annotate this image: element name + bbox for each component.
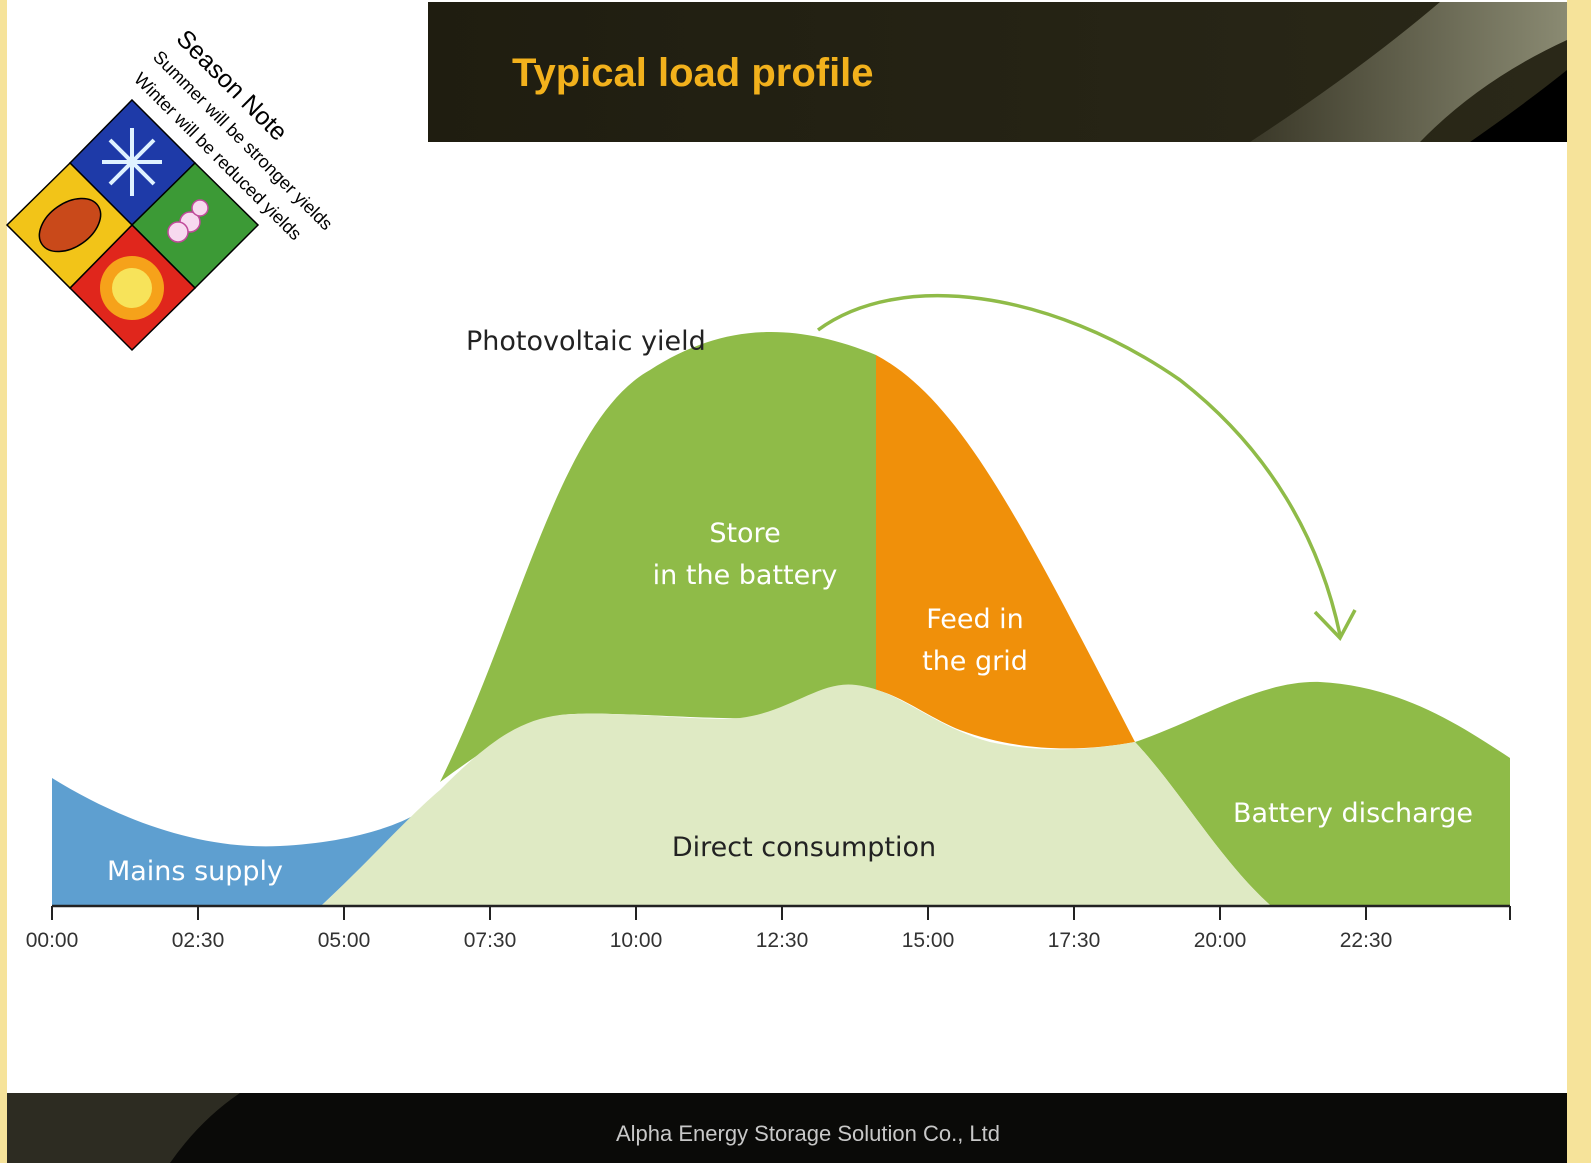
feed-label: the grid xyxy=(922,646,1028,677)
page: {"header": {"title": "Typical load profi… xyxy=(0,0,1591,1163)
pv-label: Photovoltaic yield xyxy=(466,326,706,357)
tick-label: 22:30 xyxy=(1340,929,1393,952)
tick-label: 17:30 xyxy=(1048,929,1101,952)
store-label: Store xyxy=(709,518,780,549)
tick-label: 10:00 xyxy=(610,929,663,952)
battery-label: Battery discharge xyxy=(1233,798,1473,829)
mains-label: Mains supply xyxy=(107,856,283,887)
store-label: in the battery xyxy=(653,560,838,591)
tick-label: 07:30 xyxy=(464,929,517,952)
footer-text: Alpha Energy Storage Solution Co., Ltd xyxy=(616,1121,1000,1146)
feed-label: Feed in xyxy=(926,604,1024,635)
title: Typical load profile xyxy=(512,51,874,95)
tick-label: 05:00 xyxy=(318,929,371,952)
tick-label: 15:00 xyxy=(902,929,955,952)
tick-label: 00:00 xyxy=(26,929,79,952)
tick-label: 20:00 xyxy=(1194,929,1247,952)
slide: Typical load profile Season Note Summer … xyxy=(0,0,1591,1163)
direct-label: Direct consumption xyxy=(672,832,936,863)
tick-label: 02:30 xyxy=(172,929,225,952)
tick-label: 12:30 xyxy=(756,929,809,952)
